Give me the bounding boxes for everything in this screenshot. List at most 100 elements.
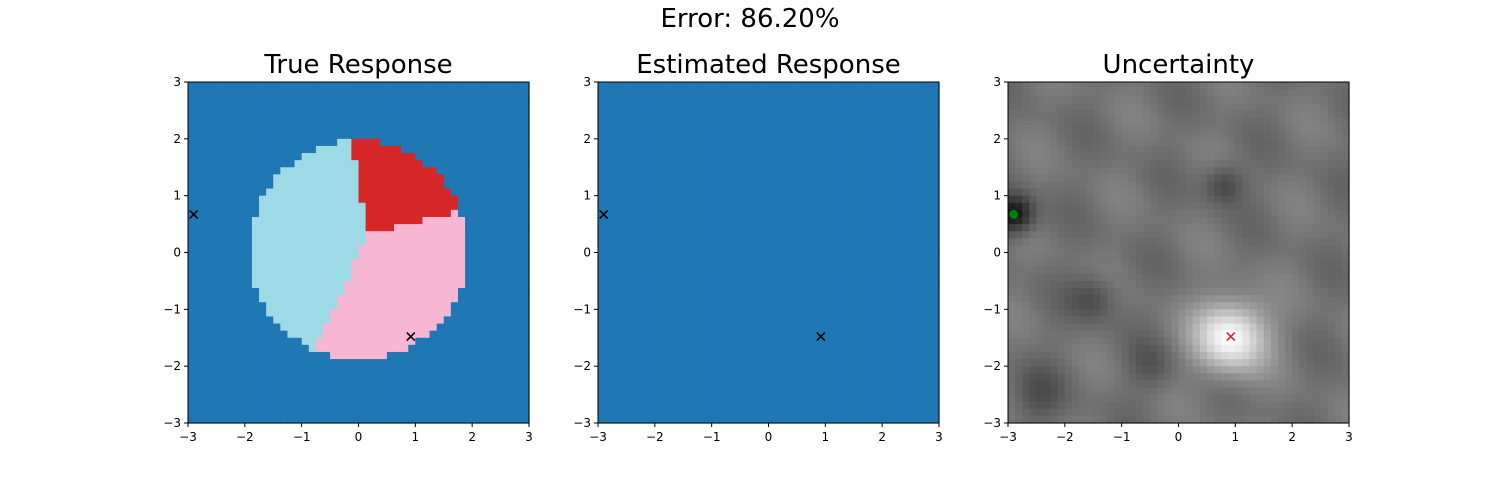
heatmap-cell bbox=[860, 323, 869, 332]
heatmap-cell bbox=[1029, 117, 1038, 126]
heatmap-cell bbox=[626, 330, 635, 339]
heatmap-cell bbox=[188, 167, 196, 175]
heatmap-cell bbox=[450, 387, 459, 396]
heatmap-cell bbox=[896, 401, 905, 410]
heatmap-cell bbox=[315, 273, 324, 282]
heatmap-cell bbox=[704, 337, 713, 346]
heatmap-cell bbox=[195, 188, 203, 197]
heatmap-cell bbox=[500, 103, 509, 112]
heatmap-cell bbox=[259, 323, 267, 332]
heatmap-cell bbox=[789, 302, 798, 310]
heatmap-cell bbox=[450, 316, 459, 325]
x-tick-label: 1 bbox=[822, 430, 830, 444]
heatmap-cell bbox=[1050, 295, 1059, 303]
heatmap-cell bbox=[853, 380, 862, 389]
heatmap-cell bbox=[718, 408, 727, 417]
heatmap-cell bbox=[775, 387, 784, 396]
heatmap-cell bbox=[1029, 351, 1038, 360]
heatmap-cell bbox=[415, 82, 424, 90]
heatmap-cell bbox=[725, 96, 734, 104]
heatmap-cell bbox=[280, 110, 289, 119]
heatmap-cell bbox=[500, 323, 509, 332]
heatmap-cell bbox=[875, 415, 883, 424]
heatmap-cell bbox=[337, 82, 345, 90]
heatmap-cell bbox=[825, 366, 834, 374]
heatmap-cell bbox=[924, 145, 933, 154]
heatmap-cell bbox=[479, 231, 487, 239]
heatmap-cell bbox=[605, 209, 613, 218]
heatmap-cell bbox=[931, 280, 940, 289]
heatmap-cell bbox=[853, 245, 862, 254]
heatmap-cell bbox=[273, 167, 281, 175]
heatmap-cell bbox=[209, 131, 218, 140]
heatmap-cell bbox=[330, 252, 338, 261]
heatmap-cell bbox=[867, 231, 876, 239]
heatmap-cell bbox=[676, 124, 684, 133]
heatmap-cell bbox=[493, 131, 502, 140]
heatmap-cell bbox=[223, 245, 232, 254]
heatmap-cell bbox=[768, 259, 777, 268]
heatmap-cell bbox=[195, 380, 203, 389]
heatmap-cell bbox=[882, 366, 890, 374]
heatmap-cell bbox=[754, 245, 762, 254]
heatmap-cell bbox=[612, 302, 620, 310]
heatmap-cell bbox=[860, 167, 869, 175]
heatmap-cell bbox=[889, 359, 897, 367]
heatmap-cell bbox=[351, 138, 360, 147]
heatmap-cell bbox=[507, 209, 516, 218]
heatmap-cell bbox=[237, 131, 246, 140]
heatmap-cell bbox=[266, 82, 274, 90]
heatmap-cell bbox=[450, 380, 459, 389]
heatmap-cell bbox=[818, 238, 826, 246]
heatmap-cell bbox=[683, 224, 691, 232]
heatmap-cell bbox=[358, 259, 367, 268]
heatmap-cell bbox=[789, 316, 798, 325]
heatmap-cell bbox=[619, 216, 628, 225]
heatmap-cell bbox=[875, 131, 883, 140]
heatmap-cell bbox=[860, 89, 869, 97]
heatmap-cell bbox=[661, 373, 670, 381]
heatmap-cell bbox=[711, 96, 720, 104]
heatmap-cell bbox=[244, 231, 253, 239]
heatmap-cell bbox=[415, 295, 424, 303]
y-tick-label: −3 bbox=[163, 416, 181, 430]
heatmap-cell bbox=[436, 408, 445, 417]
heatmap-cell bbox=[740, 195, 748, 204]
heatmap-cell bbox=[612, 394, 620, 403]
heatmap-cell bbox=[725, 124, 734, 133]
heatmap-cell bbox=[804, 188, 812, 197]
heatmap-cell bbox=[308, 359, 317, 367]
heatmap-cell bbox=[408, 209, 416, 218]
heatmap-cell bbox=[351, 245, 360, 254]
heatmap-cell bbox=[647, 174, 656, 183]
heatmap-cell bbox=[472, 245, 480, 254]
heatmap-cell bbox=[514, 103, 523, 112]
heatmap-cells bbox=[188, 82, 530, 424]
heatmap-cell bbox=[408, 138, 416, 147]
heatmap-cell bbox=[619, 373, 628, 381]
heatmap-cell bbox=[330, 238, 338, 246]
heatmap-cell bbox=[294, 245, 303, 254]
heatmap-cell bbox=[195, 259, 203, 268]
heatmap-cell bbox=[669, 224, 677, 232]
heatmap-cell bbox=[443, 131, 452, 140]
heatmap-cell bbox=[457, 89, 466, 97]
heatmap-cell bbox=[782, 309, 791, 318]
heatmap-cell bbox=[301, 153, 310, 161]
heatmap-cell bbox=[330, 415, 338, 424]
heatmap-cell bbox=[725, 280, 734, 289]
heatmap-cell bbox=[740, 373, 748, 381]
heatmap-cell bbox=[633, 408, 642, 417]
heatmap-cell bbox=[1036, 401, 1045, 410]
heatmap-cell bbox=[209, 259, 218, 268]
heatmap-cell bbox=[867, 110, 876, 119]
heatmap-cell bbox=[308, 288, 317, 296]
heatmap-cell bbox=[910, 401, 919, 410]
heatmap-cell bbox=[654, 245, 663, 254]
heatmap-cell bbox=[633, 117, 642, 126]
heatmap-cell bbox=[251, 359, 260, 367]
heatmap-cell bbox=[718, 160, 727, 168]
heatmap-cell bbox=[1029, 380, 1038, 389]
heatmap-cell bbox=[846, 195, 855, 204]
heatmap-cell bbox=[415, 351, 424, 360]
